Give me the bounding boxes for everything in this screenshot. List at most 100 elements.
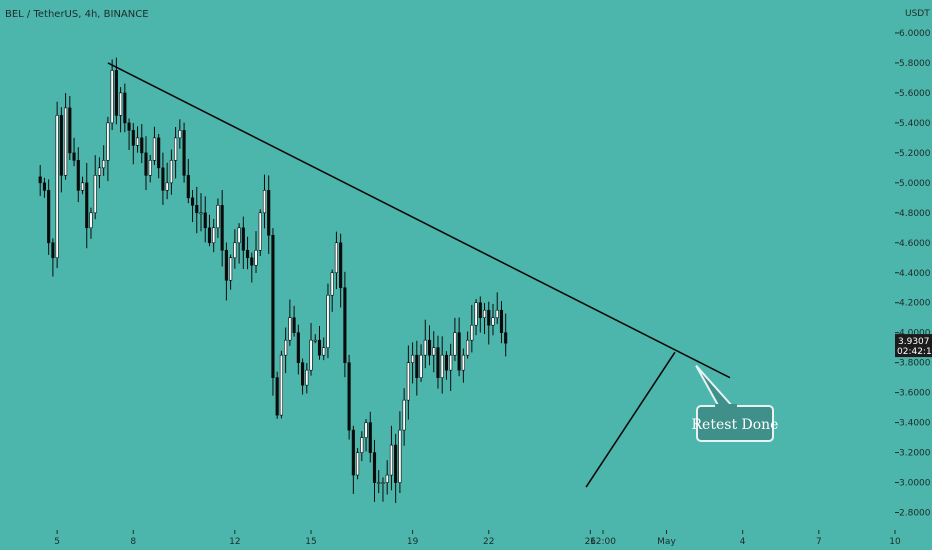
candle-down: [51, 242, 55, 259]
y-tick-label: 5.2000: [899, 149, 931, 159]
candle-up: [64, 107, 68, 176]
candle-up: [313, 339, 317, 342]
y-tick-label: 4.6000: [899, 239, 931, 249]
candle-up: [288, 317, 292, 341]
candle-up: [491, 317, 495, 326]
y-tick-label: 3.0000: [899, 479, 931, 489]
candle-up: [330, 272, 334, 296]
y-tick-label: 4.0000: [899, 329, 931, 339]
currency-label: USDT: [905, 9, 930, 19]
candle-up: [432, 347, 436, 356]
candle-up: [406, 362, 410, 401]
candle-up: [385, 474, 389, 483]
candle-down: [161, 167, 165, 191]
candle-down: [186, 175, 190, 199]
candle-down: [157, 137, 161, 169]
candle-down: [203, 212, 207, 229]
candle-down: [241, 227, 245, 251]
y-tick-label: 4.2000: [899, 299, 931, 309]
candle-up: [102, 160, 106, 169]
candle-up: [258, 212, 262, 251]
bar-countdown: 02:42:14: [897, 347, 932, 357]
candle-up: [334, 242, 338, 274]
candle-down: [368, 422, 372, 453]
candle-up: [474, 302, 478, 326]
candle-down: [394, 444, 398, 483]
plot-area[interactable]: [0, 0, 895, 530]
x-tick-label: 26: [585, 537, 597, 547]
y-tick-label: 3.4000: [899, 419, 931, 429]
candle-down: [245, 249, 250, 259]
candle-up: [237, 227, 241, 244]
candle-down: [85, 182, 89, 229]
candle-up: [326, 294, 330, 348]
candle-down: [296, 332, 300, 363]
candle-up: [93, 175, 97, 214]
x-tick-label: 12:00: [590, 537, 616, 547]
candle-down: [123, 92, 127, 124]
y-tick-label: 5.6000: [899, 89, 931, 99]
candle-up: [453, 332, 457, 356]
candle-down: [339, 242, 343, 289]
candle-down: [68, 107, 72, 154]
candle-up: [381, 482, 385, 484]
candle-down: [457, 332, 461, 371]
candle-up: [178, 130, 182, 139]
candle-down: [351, 429, 355, 476]
candle-down: [499, 309, 504, 333]
candle-up: [389, 444, 393, 476]
candle-down: [427, 339, 432, 356]
candlestick-series: [38, 57, 508, 503]
candle-down: [72, 152, 76, 161]
candle-up: [279, 354, 283, 416]
candle-down: [131, 130, 135, 146]
candle-up: [110, 70, 114, 124]
candle-down: [59, 115, 63, 176]
x-tick-label: 19: [407, 537, 419, 547]
candle-up: [364, 422, 368, 438]
candle-up: [89, 212, 93, 229]
callout-joint: [715, 404, 737, 410]
candle-up: [212, 227, 216, 244]
candle-down: [267, 190, 271, 236]
y-tick-label: 2.8000: [899, 509, 931, 519]
candle-up: [423, 339, 427, 356]
candle-down: [487, 309, 491, 326]
candle-down: [444, 354, 449, 371]
y-axis-ticks: 6.0000 5.8000 5.6000 5.4000 5.2000 5.0000 4.80…: [895, 29, 931, 519]
last-price-value: 3.9307: [898, 337, 930, 347]
price-scale[interactable]: [895, 0, 932, 550]
candle-up: [482, 309, 487, 319]
candle-down: [343, 287, 347, 363]
candle-up: [360, 437, 364, 453]
candle-down: [478, 302, 482, 319]
candle-up: [466, 339, 470, 356]
descending-trendline[interactable]: [107, 62, 731, 379]
candle-down: [127, 122, 131, 131]
candle-down: [114, 70, 118, 116]
ascending-trendline[interactable]: [585, 351, 676, 488]
x-tick-label: 22: [483, 537, 494, 547]
y-tick-label: 3.8000: [899, 359, 931, 369]
y-tick-label: 5.4000: [899, 119, 931, 129]
candle-up: [284, 339, 288, 356]
y-tick-label: 3.6000: [899, 389, 931, 399]
candle-down: [47, 190, 51, 244]
x-tick-label: 4: [740, 537, 746, 547]
chart-title: BEL / TetherUS, 4h, BINANCE: [5, 9, 149, 20]
candle-up: [305, 369, 309, 386]
candle-up: [495, 309, 499, 319]
candle-up: [356, 452, 360, 476]
candle-up: [470, 324, 474, 341]
candle-up: [309, 339, 313, 371]
x-tick-label: 12: [229, 537, 240, 547]
candle-up: [254, 249, 258, 266]
y-tick-label: 4.4000: [899, 269, 931, 279]
candle-up: [135, 137, 140, 146]
candle-down: [42, 182, 47, 191]
candle-up: [216, 205, 220, 229]
y-tick-label: 6.0000: [899, 29, 931, 39]
